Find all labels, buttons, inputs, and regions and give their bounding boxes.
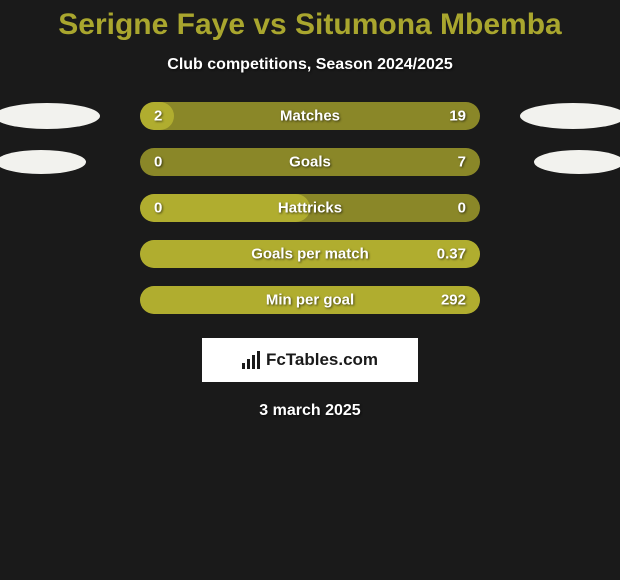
stat-bar: 0 Hattricks 0 bbox=[140, 194, 480, 222]
stat-label: Hattricks bbox=[278, 200, 342, 217]
stat-row: Min per goal 292 bbox=[0, 286, 620, 314]
stat-row: 0 Hattricks 0 bbox=[0, 194, 620, 222]
stat-bar: 0 Goals 7 bbox=[140, 148, 480, 176]
left-value: 0 bbox=[154, 154, 162, 171]
left-value: 0 bbox=[154, 200, 162, 217]
right-value: 19 bbox=[449, 108, 466, 125]
left-value: 2 bbox=[154, 108, 162, 125]
stat-row: 0 Goals 7 bbox=[0, 148, 620, 176]
stat-bar: Goals per match 0.37 bbox=[140, 240, 480, 268]
brand-text: FcTables.com bbox=[266, 350, 378, 370]
right-value: 7 bbox=[458, 154, 466, 171]
stat-label: Goals per match bbox=[251, 246, 369, 263]
right-value: 0 bbox=[458, 200, 466, 217]
date-label: 3 march 2025 bbox=[0, 402, 620, 420]
stat-label: Min per goal bbox=[266, 292, 354, 309]
stat-row: 2 Matches 19 bbox=[0, 102, 620, 130]
subtitle: Club competitions, Season 2024/2025 bbox=[0, 56, 620, 74]
stat-label: Matches bbox=[280, 108, 340, 125]
chart-bars-icon bbox=[242, 351, 260, 369]
left-oval bbox=[0, 103, 100, 129]
left-oval bbox=[0, 150, 86, 174]
stats-comparison-card: Serigne Faye vs Situmona Mbemba Club com… bbox=[0, 0, 620, 420]
right-oval bbox=[534, 150, 620, 174]
page-title: Serigne Faye vs Situmona Mbemba bbox=[0, 8, 620, 42]
stat-rows: 2 Matches 19 0 Goals 7 0 Hattricks 0 Goals per ma… bbox=[0, 102, 620, 314]
right-oval bbox=[520, 103, 620, 129]
stat-label: Goals bbox=[289, 154, 331, 171]
stat-row: Goals per match 0.37 bbox=[0, 240, 620, 268]
stat-bar: Min per goal 292 bbox=[140, 286, 480, 314]
brand-badge: FcTables.com bbox=[202, 338, 418, 382]
right-value: 292 bbox=[441, 292, 466, 309]
right-value: 0.37 bbox=[437, 246, 466, 263]
stat-bar: 2 Matches 19 bbox=[140, 102, 480, 130]
